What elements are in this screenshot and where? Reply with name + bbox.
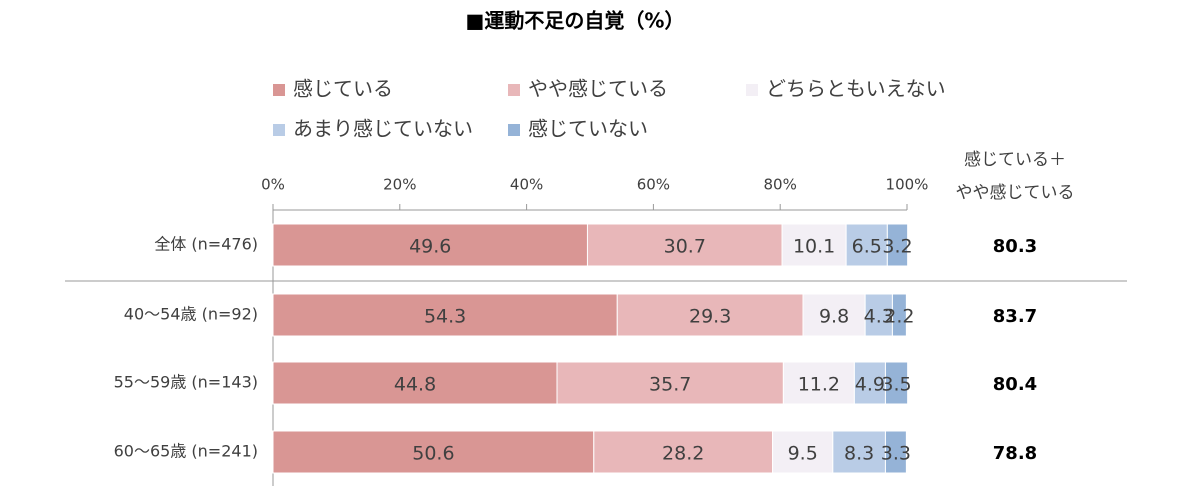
x-tick-label: 60% — [637, 176, 670, 194]
bar-segment — [593, 430, 774, 474]
data-label: 9.8 — [819, 306, 849, 328]
data-label: 10.1 — [793, 236, 835, 258]
x-tick-label: 0% — [261, 176, 285, 194]
x-tick-label: 80% — [764, 176, 797, 194]
bar-segment — [891, 293, 907, 337]
legend-label: どちらともいえない — [766, 77, 946, 101]
legend-swatch — [508, 124, 520, 136]
legend-label: 感じている — [293, 77, 393, 101]
sum-header: やや感じている — [956, 183, 1075, 203]
data-label: 29.3 — [689, 306, 731, 328]
bar-segment — [886, 223, 909, 267]
bar-segment — [772, 430, 834, 474]
bar-segment — [884, 430, 907, 474]
data-label: 28.2 — [662, 443, 704, 465]
legend-swatch — [746, 84, 758, 96]
data-label: 35.7 — [649, 374, 691, 396]
data-label: 54.3 — [424, 306, 466, 328]
y-tick-label: 55～59歳 (n=143) — [114, 373, 258, 392]
legend-swatch — [508, 84, 520, 96]
bar-segment — [272, 361, 558, 405]
data-label: 30.7 — [664, 236, 706, 258]
sum-header: 感じている＋ — [964, 150, 1066, 170]
sum-value: 80.4 — [993, 374, 1037, 395]
data-label: 4.3 — [864, 306, 894, 328]
legend-label: あまり感じていない — [293, 117, 473, 141]
bar-segment — [586, 223, 783, 267]
data-label: 49.6 — [409, 236, 451, 258]
sum-value: 83.7 — [993, 306, 1037, 327]
data-label: 4.9 — [855, 374, 885, 396]
data-label: 9.5 — [788, 443, 818, 465]
bar-segment — [884, 361, 909, 405]
legend-label: 感じていない — [528, 117, 648, 141]
bar-segment — [802, 293, 866, 337]
data-label: 11.2 — [798, 374, 840, 396]
y-tick-label: 40～54歳 (n=92) — [124, 305, 258, 324]
bar-segment — [832, 430, 886, 474]
x-tick-label: 20% — [383, 176, 416, 194]
bar-segment — [272, 293, 618, 337]
data-label: 2.2 — [884, 306, 914, 328]
chart-title: ■運動不足の自覚（%） — [466, 9, 685, 33]
sum-value: 80.3 — [993, 236, 1037, 257]
y-tick-label: 全体 (n=476) — [154, 235, 258, 254]
bar-segment — [616, 293, 804, 337]
x-tick-label: 100% — [886, 176, 929, 194]
data-label: 50.6 — [412, 443, 454, 465]
legend-swatch — [273, 84, 285, 96]
data-label: 44.8 — [394, 374, 436, 396]
bar-segment — [845, 223, 888, 267]
bar-segment — [556, 361, 784, 405]
data-label: 8.3 — [844, 443, 874, 465]
data-label: 6.5 — [852, 236, 882, 258]
y-tick-label: 60～65歳 (n=241) — [114, 442, 258, 461]
data-label: 3.2 — [882, 236, 912, 258]
data-label: 3.5 — [881, 374, 911, 396]
x-tick-label: 40% — [510, 176, 543, 194]
bar-segment — [782, 361, 855, 405]
sum-value: 78.8 — [993, 443, 1037, 464]
bar-segment — [853, 361, 886, 405]
legend-swatch — [273, 124, 285, 136]
data-label: 3.3 — [881, 443, 911, 465]
bar-segment — [781, 223, 847, 267]
legend-label: やや感じている — [528, 77, 668, 101]
